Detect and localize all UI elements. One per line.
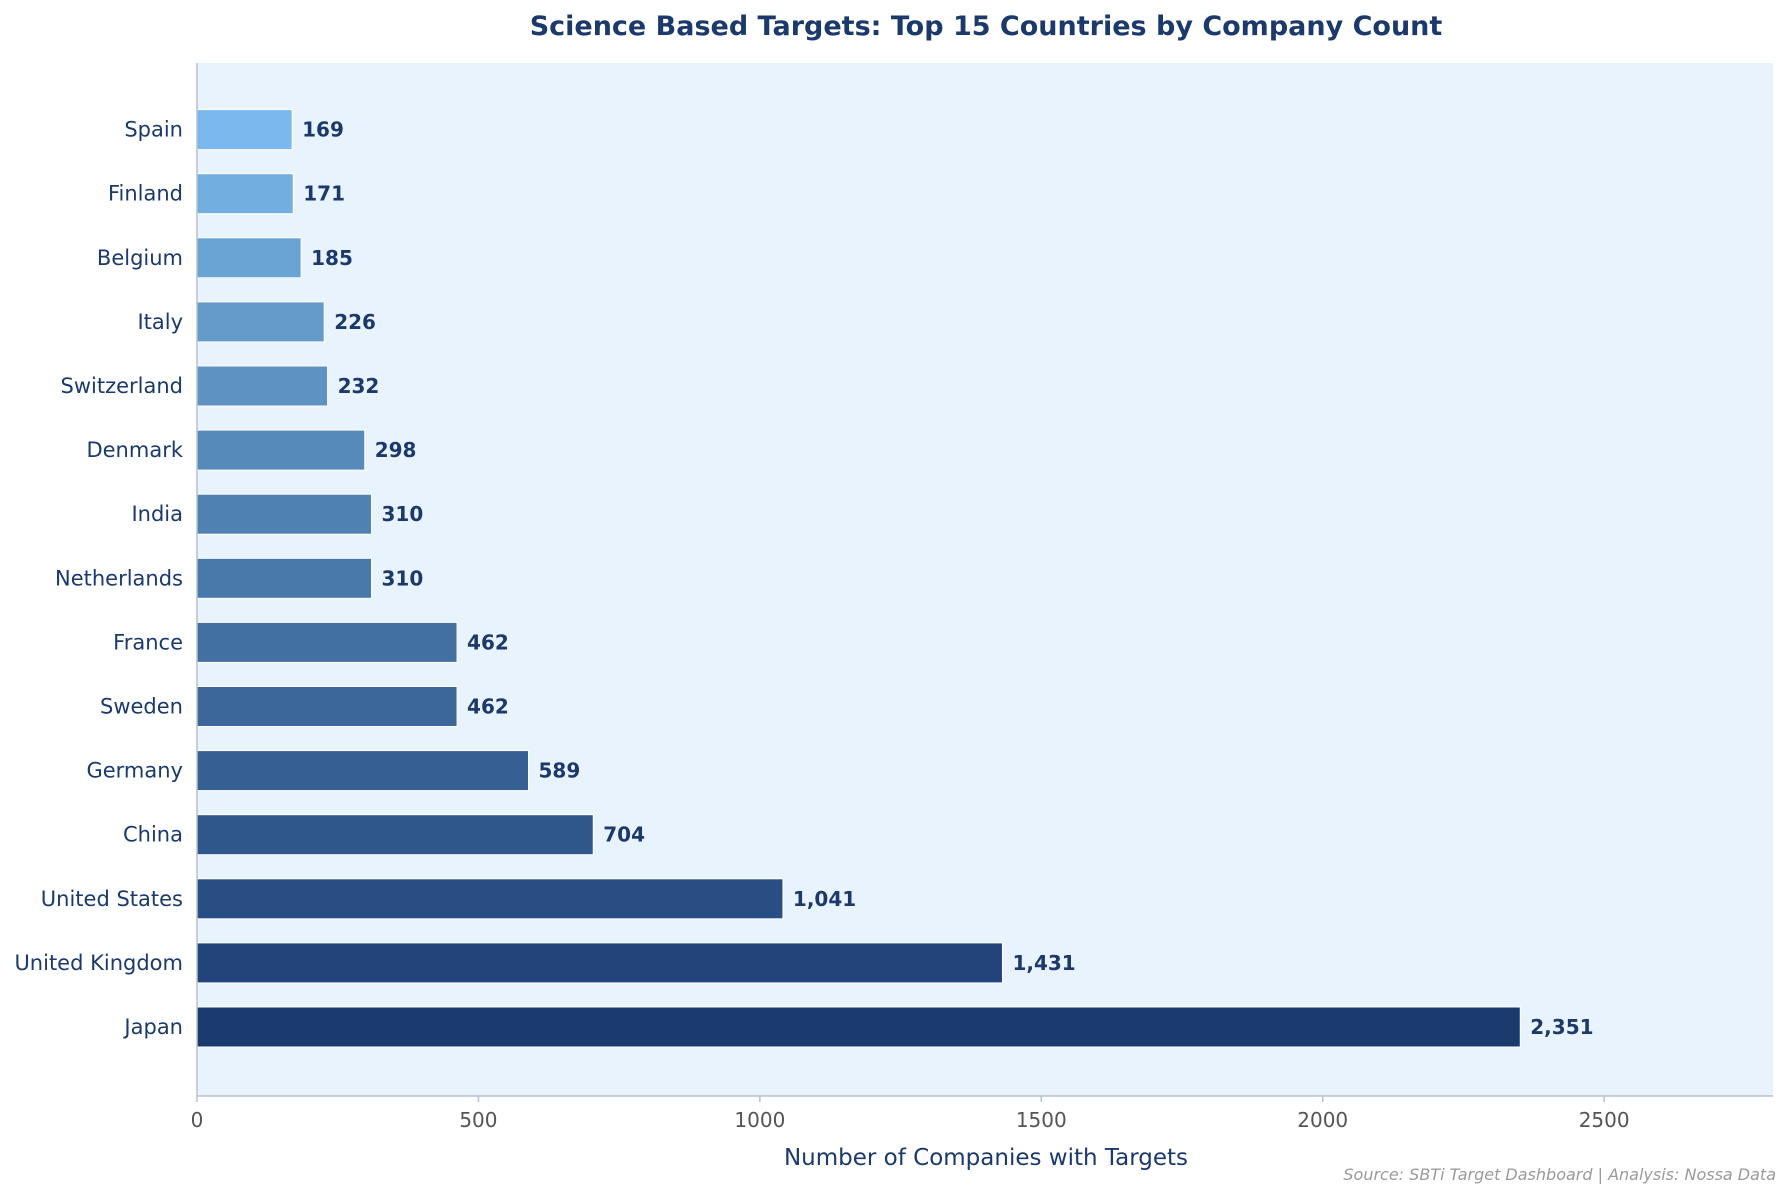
bar-india — [196, 493, 372, 535]
category-label: France — [113, 630, 183, 654]
bar-italy — [196, 301, 325, 343]
x-axis-ticks: 0 500 1000 1500 2000 2500 — [191, 1096, 1630, 1132]
value-label: 1,041 — [793, 887, 856, 911]
x-tick-label: 2500 — [1579, 1108, 1630, 1132]
category-label: Belgium — [97, 246, 183, 270]
value-label: 185 — [311, 246, 353, 270]
bar-sweden — [196, 686, 458, 727]
value-label: 226 — [334, 310, 376, 334]
category-label: Netherlands — [55, 566, 183, 590]
value-label: 462 — [467, 630, 509, 654]
bar-france — [196, 621, 458, 663]
x-axis-title: Number of Companies with Targets — [784, 1145, 1188, 1171]
bar-united-kingdom — [196, 942, 1003, 984]
bar-germany — [196, 750, 530, 792]
value-label: 2,351 — [1530, 1015, 1593, 1039]
bar-finland — [196, 173, 294, 215]
value-label: 704 — [603, 823, 645, 847]
value-label: 232 — [338, 374, 380, 398]
category-labels: Japan United Kingdom United States China Ger… — [14, 118, 183, 1039]
category-label: Denmark — [86, 438, 183, 462]
category-label: Sweden — [100, 695, 183, 719]
bar-denmark — [196, 429, 366, 471]
category-label: Finland — [108, 182, 183, 206]
category-label: China — [123, 823, 183, 847]
bar-spain — [196, 109, 293, 151]
value-label: 171 — [303, 182, 345, 206]
x-tick-label: 1000 — [734, 1108, 785, 1132]
value-label: 462 — [467, 695, 509, 719]
category-label: India — [131, 502, 183, 526]
category-label: Switzerland — [61, 374, 184, 398]
x-tick-label: 0 — [191, 1108, 204, 1132]
chart-title: Science Based Targets: Top 15 Countries … — [530, 11, 1443, 42]
value-label: 169 — [302, 118, 344, 142]
bar-china — [196, 814, 594, 856]
value-label: 298 — [375, 438, 417, 462]
value-label: 1,431 — [1012, 951, 1075, 975]
category-label: United Kingdom — [14, 951, 183, 975]
plot-area — [197, 63, 1773, 1096]
bar-united-states — [196, 878, 784, 920]
x-tick-label: 500 — [459, 1108, 497, 1132]
bar-japan — [196, 1006, 1521, 1048]
value-label: 310 — [381, 566, 423, 590]
category-label: Spain — [124, 118, 183, 142]
category-label: Germany — [86, 759, 183, 783]
x-tick-label: 2000 — [1297, 1108, 1348, 1132]
value-label: 589 — [539, 759, 581, 783]
category-label: United States — [41, 887, 183, 911]
source-note: Source: SBTi Target Dashboard | Analysis… — [1343, 1165, 1776, 1184]
category-label: Italy — [137, 310, 183, 334]
bars-group — [196, 109, 1521, 1048]
value-labels: 2,351 1,431 1,041 704 589 462 462 310 310 298 232 2… — [302, 118, 1593, 1039]
bar-belgium — [196, 237, 302, 279]
category-label: Japan — [122, 1015, 183, 1039]
value-label: 310 — [381, 502, 423, 526]
bar-switzerland — [196, 365, 329, 407]
x-tick-label: 1500 — [1016, 1108, 1067, 1132]
bar-netherlands — [196, 557, 372, 599]
